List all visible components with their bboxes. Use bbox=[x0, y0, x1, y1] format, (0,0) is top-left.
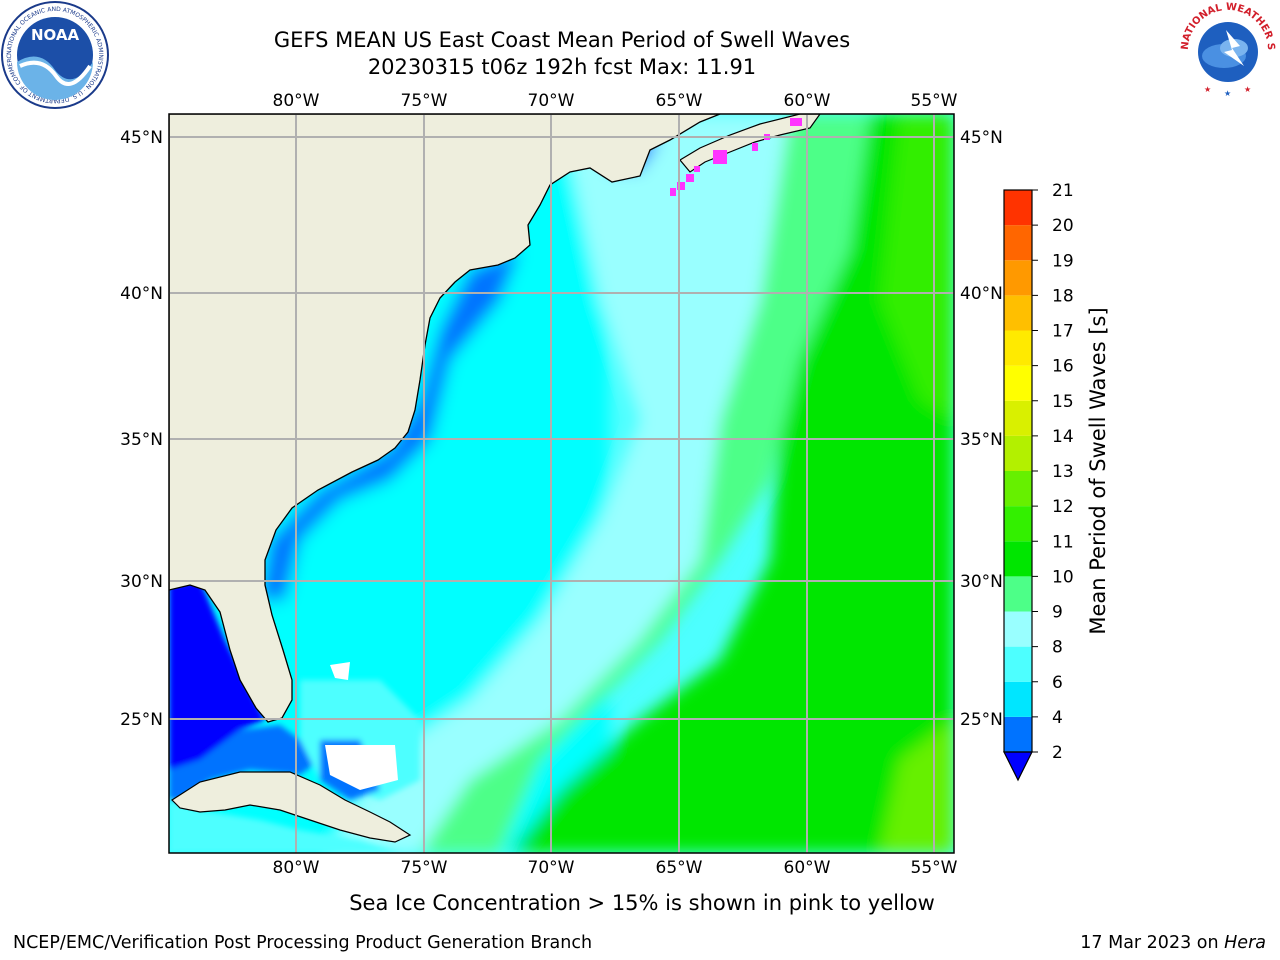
colorbar-tick-label: 6 bbox=[1052, 673, 1063, 693]
colorbar-tick-label: 4 bbox=[1052, 708, 1063, 728]
colorbar-swatch bbox=[1004, 576, 1032, 612]
land-cuba bbox=[171, 771, 412, 843]
lon-tick-bottom: 70°W bbox=[528, 858, 575, 878]
colorbar-tick-label: 11 bbox=[1052, 532, 1074, 552]
footer-date: 17 Mar 2023 on Hera bbox=[1080, 933, 1266, 953]
lon-tick-bottom: 80°W bbox=[273, 858, 320, 878]
colorbar-under-arrow bbox=[1003, 751, 1033, 782]
lat-tick-left: 30°N bbox=[120, 572, 163, 592]
lat-tick-right: 45°N bbox=[960, 128, 1003, 148]
land-north-america bbox=[169, 114, 721, 723]
colorbar-swatch bbox=[1004, 506, 1032, 542]
lon-tick-top: 75°W bbox=[401, 91, 448, 111]
lat-tick-left: 35°N bbox=[120, 430, 163, 450]
lon-tick-top: 80°W bbox=[273, 91, 320, 111]
colorbar-tick-label: 20 bbox=[1052, 216, 1074, 236]
bahamas-banks bbox=[325, 745, 398, 790]
svg-text:★: ★ bbox=[1204, 85, 1211, 94]
lat-tick-right: 25°N bbox=[960, 710, 1003, 730]
lon-tick-top: 65°W bbox=[656, 91, 703, 111]
map-frame bbox=[169, 114, 954, 853]
noaa-text: NOAA bbox=[31, 26, 80, 44]
colorbar-tick-label: 9 bbox=[1052, 603, 1063, 623]
colorbar-swatch bbox=[1004, 716, 1032, 752]
colorbar-tick-label: 8 bbox=[1052, 638, 1063, 658]
lat-tick-right: 30°N bbox=[960, 572, 1003, 592]
chart-title: GEFS MEAN US East Coast Mean Period of S… bbox=[273, 28, 851, 52]
lat-tick-left: 25°N bbox=[120, 710, 163, 730]
lon-tick-bottom: 65°W bbox=[656, 858, 703, 878]
colorbar-tick-label: 16 bbox=[1052, 357, 1074, 377]
colorbar-tick-label: 19 bbox=[1052, 251, 1074, 271]
colorbar-swatch bbox=[1004, 295, 1032, 331]
colorbar-tick-label: 13 bbox=[1052, 462, 1074, 482]
colorbar: 2 4 6 8 9 10 11 12 13 14 15 16 17 18 19 20 21 Mean Period… bbox=[1003, 181, 1110, 782]
colorbar-swatch bbox=[1004, 400, 1032, 436]
lat-tick-right: 35°N bbox=[960, 430, 1003, 450]
lon-tick-bottom: 60°W bbox=[784, 858, 831, 878]
colorbar-tick-label: 12 bbox=[1052, 497, 1074, 517]
colorbar-swatch bbox=[1004, 681, 1032, 717]
footer-machine: Hera bbox=[1224, 933, 1266, 953]
colorbar-swatch bbox=[1004, 330, 1032, 366]
colorbar-tick-label: 10 bbox=[1052, 567, 1074, 587]
lat-tick-left: 45°N bbox=[120, 128, 163, 148]
lon-tick-bottom: 75°W bbox=[401, 858, 448, 878]
colorbar-title: Mean Period of Swell Waves [s] bbox=[1086, 307, 1110, 634]
svg-text:★: ★ bbox=[1224, 89, 1231, 98]
colorbar-tick-label: 2 bbox=[1052, 743, 1063, 763]
colorbar-swatch bbox=[1004, 611, 1032, 647]
lat-tick-left: 40°N bbox=[120, 284, 163, 304]
graticule bbox=[169, 114, 954, 853]
lon-tick-top: 70°W bbox=[528, 91, 575, 111]
axis-labels: 80°W 80°W 75°W 75°W 70°W 70°W 65°W 65°W 60°W 60°W… bbox=[120, 91, 1003, 878]
noaa-logo: NATIONAL OCEANIC AND ATMOSPHERIC ADMINIS… bbox=[0, 0, 109, 109]
colorbar-tick-label: 17 bbox=[1052, 322, 1074, 342]
lon-tick-top: 60°W bbox=[784, 91, 831, 111]
colorbar-swatch bbox=[1004, 190, 1032, 226]
colorbar-swatch bbox=[1004, 365, 1032, 401]
colorbar-swatch bbox=[1004, 435, 1032, 471]
colorbar-swatch bbox=[1004, 260, 1032, 296]
lon-tick-bottom: 55°W bbox=[911, 858, 958, 878]
lon-tick-top: 55°W bbox=[911, 91, 958, 111]
footer-date-text: 17 Mar 2023 on bbox=[1080, 933, 1225, 953]
chart-subtitle: 20230315 t06z 192h fcst Max: 11.91 bbox=[367, 55, 757, 79]
lat-tick-right: 40°N bbox=[960, 284, 1003, 304]
svg-text:★: ★ bbox=[1244, 85, 1251, 94]
colorbar-tick-label: 21 bbox=[1052, 181, 1074, 201]
colorbar-swatch bbox=[1004, 646, 1032, 682]
nws-logo: NATIONAL WEATHER SERVICE ★ ★ ★ bbox=[1178, 0, 1276, 98]
colorbar-swatch bbox=[1004, 225, 1032, 261]
colorbar-swatch bbox=[1004, 471, 1032, 507]
colorbar-tick-label: 15 bbox=[1052, 392, 1074, 412]
sea-ice-note: Sea Ice Concentration > 15% is shown in … bbox=[349, 891, 935, 915]
colorbar-swatch bbox=[1004, 541, 1032, 577]
colorbar-tick-label: 14 bbox=[1052, 427, 1074, 447]
footer-branch: NCEP/EMC/Verification Post Processing Pr… bbox=[13, 933, 593, 953]
colorbar-tick-label: 18 bbox=[1052, 286, 1074, 306]
